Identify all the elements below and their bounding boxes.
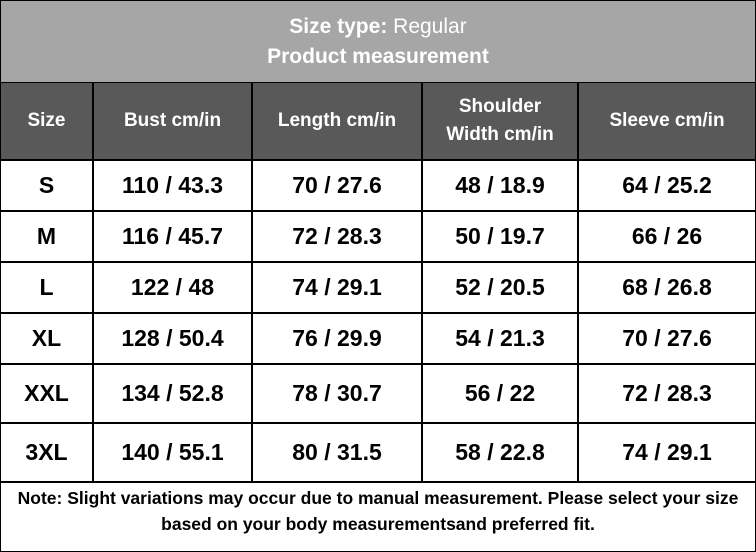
measurement-cell: 116 / 45.7 — [92, 210, 253, 263]
column-header-cell: Bust cm/in — [92, 83, 253, 161]
header-row: Size Bust cm/in Length cm/in Shoulder Width… — [1, 83, 755, 161]
measurement-cell: 70 / 27.6 — [577, 312, 755, 365]
measurement-cell: 76 / 29.9 — [251, 312, 423, 365]
column-header-cell: Size — [1, 83, 94, 161]
column-header: Length cm/in — [277, 110, 397, 131]
title-value: Regular — [393, 15, 467, 38]
measurement-cell: 78 / 30.7 — [251, 363, 423, 424]
note: Note: Slight variations may occur due to… — [17, 488, 739, 534]
measurement-cell: 110 / 43.3 — [92, 159, 253, 212]
measurement-cell: 122 / 48 — [92, 261, 253, 314]
table-row: S 110 / 43.3 70 / 27.6 48 / 18.9 64 / 25.2 — [1, 159, 755, 212]
table-row: L 122 / 48 74 / 29.1 52 / 20.5 68 / 26.8 — [1, 261, 755, 314]
size-table: Size Bust cm/in Length cm/in Shoulder Width… — [1, 83, 755, 483]
size-cell: L — [1, 261, 94, 314]
column-header: Size — [27, 110, 66, 131]
table-row: M 116 / 45.7 72 / 28.3 50 / 19.7 66 / 26 — [1, 210, 755, 263]
title-label: Size type: — [289, 15, 388, 38]
subtitle: Product measurement — [267, 45, 489, 68]
size-cell: S — [1, 159, 94, 212]
measurement-cell: 58 / 22.8 — [421, 422, 579, 483]
measurement-cell: 50 / 19.7 — [421, 210, 579, 263]
measurement-cell: 134 / 52.8 — [92, 363, 253, 424]
measurement-cell: 128 / 50.4 — [92, 312, 253, 365]
measurement-cell: 72 / 28.3 — [251, 210, 423, 263]
table-row: 3XL 140 / 55.1 80 / 31.5 58 / 22.8 74 / 29.1 — [1, 422, 755, 483]
measurement-cell: 52 / 20.5 — [421, 261, 579, 314]
measurement-cell: 48 / 18.9 — [421, 159, 579, 212]
measurement-cell: 66 / 26 — [577, 210, 755, 263]
size-cell: 3XL — [1, 422, 94, 483]
title-line: Size type: Regular — [1, 12, 755, 42]
size-cell: M — [1, 210, 94, 263]
measurement-cell: 140 / 55.1 — [92, 422, 253, 483]
column-header: Shoulder Width cm/in — [446, 96, 554, 145]
table-row: XL 128 / 50.4 76 / 29.9 54 / 21.3 70 / 27.6 — [1, 312, 755, 365]
measurement-cell: 74 / 29.1 — [251, 261, 423, 314]
measurement-cell: 74 / 29.1 — [577, 422, 755, 483]
size-cell: XXL — [1, 363, 94, 424]
measurement-cell: 56 / 22 — [421, 363, 579, 424]
measurement-cell: 64 / 25.2 — [577, 159, 755, 212]
table-row: XXL 134 / 52.8 78 / 30.7 56 / 22 72 / 28.3 — [1, 363, 755, 424]
column-header-cell: Sleeve cm/in — [577, 83, 755, 161]
measurement-cell: 80 / 31.5 — [251, 422, 423, 483]
column-header-cell: Length cm/in — [251, 83, 423, 161]
banner: Size type: Regular Product measurement — [1, 1, 755, 83]
column-header: Bust cm/in — [123, 110, 222, 131]
size-cell: XL — [1, 312, 94, 365]
measurement-cell: 70 / 27.6 — [251, 159, 423, 212]
measurement-cell: 54 / 21.3 — [421, 312, 579, 365]
measurement-cell: 68 / 26.8 — [577, 261, 755, 314]
column-header-cell: Shoulder Width cm/in — [421, 83, 579, 161]
measurement-cell: 72 / 28.3 — [577, 363, 755, 424]
column-header: Sleeve cm/in — [609, 110, 725, 131]
